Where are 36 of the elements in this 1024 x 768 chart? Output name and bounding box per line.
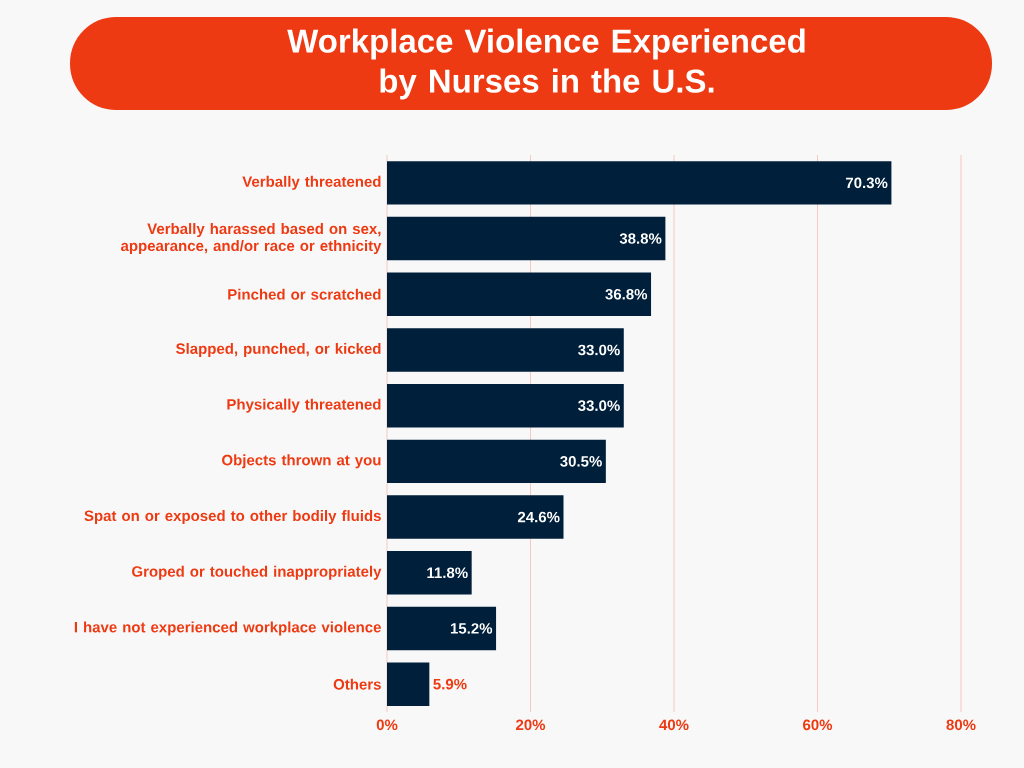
data-label: 30.5% bbox=[560, 456, 602, 467]
y-tick-label: Slapped, punched, or kicked bbox=[176, 342, 381, 357]
y-tick-label: Pinched or scratched bbox=[228, 288, 381, 300]
data-label: 11.8% bbox=[427, 567, 468, 579]
bar bbox=[387, 161, 892, 205]
x-tick-label: 20% bbox=[516, 719, 546, 731]
data-label: 33.0% bbox=[578, 344, 620, 356]
y-tick-label: Spat on or exposed to other bodily fluids bbox=[84, 510, 381, 525]
bar bbox=[387, 216, 666, 261]
y-tick-label: Objects thrown at you bbox=[222, 454, 381, 469]
x-tick-label: 0% bbox=[376, 719, 398, 731]
bar bbox=[387, 383, 624, 428]
data-label: 24.6% bbox=[517, 511, 560, 523]
chart-title: Workplace Violence Experienced by Nurses in the U.S. bbox=[287, 28, 805, 100]
data-label: 38.8% bbox=[619, 233, 662, 244]
y-tick-label: I have not experienced workplace violence bbox=[74, 621, 381, 636]
data-label: 70.3% bbox=[845, 177, 888, 189]
x-tick-label: 40% bbox=[659, 719, 689, 731]
bar bbox=[387, 272, 652, 316]
data-label: 36.8% bbox=[605, 288, 648, 300]
bar bbox=[387, 328, 624, 372]
y-tick-label: Physically threatened bbox=[227, 398, 381, 413]
y-tick-label: Verbally harassed based on sex, appearance, and/or race or ethnicity bbox=[120, 223, 382, 255]
data-label: 33.0% bbox=[578, 400, 620, 411]
bar bbox=[387, 662, 430, 706]
bar bbox=[387, 495, 564, 539]
bar bbox=[387, 606, 497, 651]
y-tick-label: Groped or touched inappropriately bbox=[132, 565, 382, 580]
data-label: 15.2% bbox=[450, 623, 493, 634]
bar bbox=[387, 551, 472, 595]
y-tick-label: Verbally threatened bbox=[242, 175, 381, 190]
y-tick-label: Others bbox=[333, 678, 381, 690]
data-label: 5.9% bbox=[433, 678, 467, 690]
bar bbox=[387, 439, 606, 484]
x-tick-label: 60% bbox=[803, 719, 833, 731]
x-tick-label: 80% bbox=[946, 719, 976, 731]
